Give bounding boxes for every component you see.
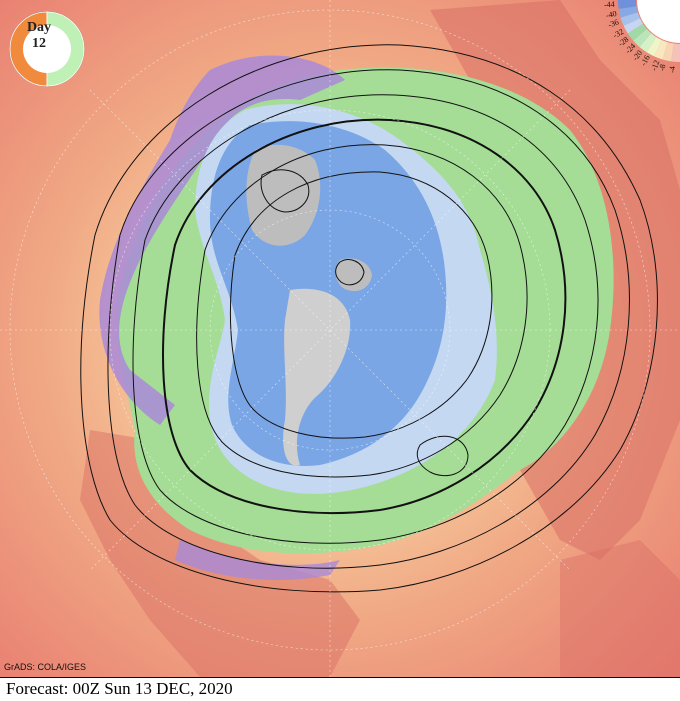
land-africa [560, 540, 680, 677]
polar-forecast-map [0, 0, 680, 677]
legend-label: -44 [603, 0, 616, 10]
day-badge-text: Day 12 [14, 20, 64, 52]
legend-swatch [620, 12, 640, 26]
legend-swatch [662, 42, 674, 62]
legend-swatch [633, 28, 652, 47]
legend-swatch [639, 33, 657, 53]
day-label: Day [26, 20, 52, 35]
temperature-legend-wheel [618, 0, 680, 62]
legend-label: -40 [604, 8, 618, 20]
legend-swatch [671, 43, 680, 62]
legend-swatch [627, 23, 647, 41]
ice-patch-small [335, 258, 372, 292]
grads-credit: GrADS: COLA/IGES [4, 662, 87, 672]
day-number: 12 [32, 36, 46, 51]
footer-bar: Forecast: 00Z Sun 13 DEC, 2020 [0, 677, 680, 701]
legend-swatch [623, 18, 643, 34]
ice-central [283, 288, 351, 466]
legend-swatch [654, 40, 668, 60]
forecast-label: Forecast: 00Z Sun 13 DEC, 2020 [6, 679, 233, 698]
legend-swatch [618, 0, 637, 9]
land-eurasia [430, 0, 680, 560]
purple-band [99, 55, 345, 425]
legend-label: -4 [667, 65, 678, 73]
legend-swatch [646, 37, 662, 57]
day-progress-badge [9, 11, 85, 87]
legend-swatch [618, 6, 638, 18]
graticule [0, 0, 680, 677]
purple-band-south [175, 540, 340, 580]
